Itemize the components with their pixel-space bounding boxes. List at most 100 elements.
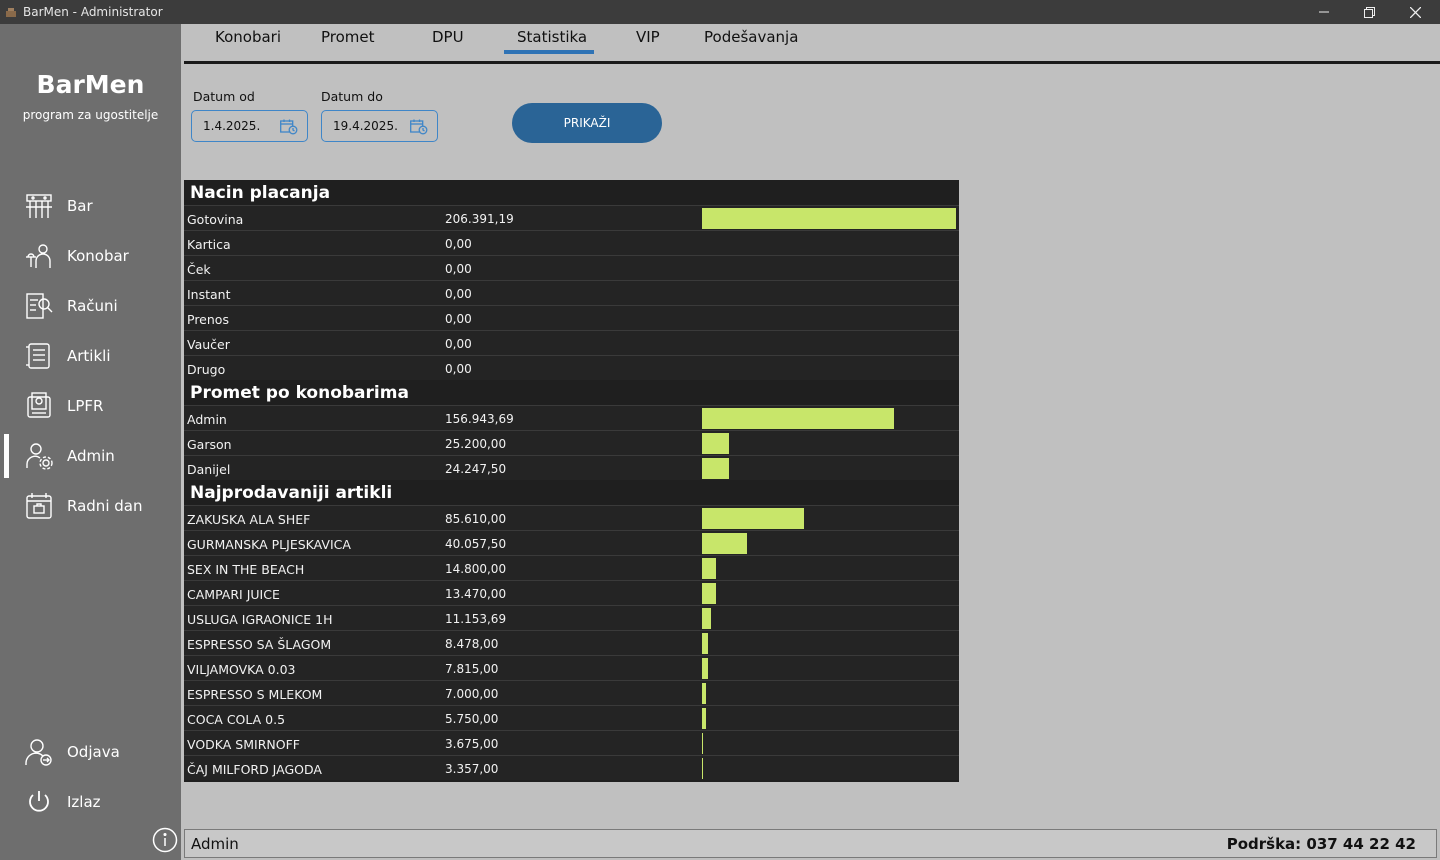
row-label: Drugo bbox=[187, 362, 226, 377]
row-label: ESPRESSO SA ŠLAGOM bbox=[187, 637, 332, 652]
row-value: 0,00 bbox=[445, 312, 472, 326]
sidebar: BarMen program za ugostitelje Bar Konoba… bbox=[0, 24, 181, 860]
row-label: COCA COLA 0.5 bbox=[187, 712, 286, 727]
sidebar-item-label: Admin bbox=[67, 447, 115, 465]
row-label: Kartica bbox=[187, 237, 231, 252]
tab-statistika[interactable]: Statistika bbox=[517, 28, 588, 46]
sidebar-item-admin[interactable]: Admin bbox=[0, 434, 181, 478]
sidebar-item-label: Konobar bbox=[67, 247, 129, 265]
minimize-button[interactable] bbox=[1301, 0, 1347, 24]
sidebar-item-label: Bar bbox=[67, 197, 93, 215]
row-label: Danijel bbox=[187, 462, 231, 477]
stats-row: USLUGA IGRAONICE 1H 11.153,69 bbox=[184, 605, 959, 630]
main-content: Konobari Promet DPU Statistika VIP Podeš… bbox=[181, 24, 1440, 860]
row-label: VODKA SMIRNOFF bbox=[187, 737, 300, 752]
stats-row: Instant 0,00 bbox=[184, 280, 959, 305]
close-icon bbox=[1409, 6, 1421, 18]
tab-vip[interactable]: VIP bbox=[636, 28, 660, 46]
logout-label: Odjava bbox=[67, 743, 120, 761]
logout-button[interactable]: Odjava bbox=[0, 730, 181, 774]
row-value: 14.800,00 bbox=[445, 562, 507, 576]
window-title: BarMen - Administrator bbox=[23, 5, 163, 19]
lpfr-icon bbox=[23, 390, 55, 422]
row-label: GURMANSKA PLJESKAVICA bbox=[187, 537, 351, 552]
exit-button[interactable]: Izlaz bbox=[0, 780, 181, 824]
row-value: 85.610,00 bbox=[445, 512, 507, 526]
brand-tagline: program za ugostitelje bbox=[22, 108, 159, 122]
sidebar-item-label: Računi bbox=[67, 297, 118, 315]
waiter-icon bbox=[23, 240, 55, 272]
row-value: 0,00 bbox=[445, 262, 472, 276]
row-bar bbox=[702, 458, 729, 479]
row-label: CAMPARI JUICE bbox=[187, 587, 280, 602]
row-bar bbox=[702, 758, 703, 779]
stats-row: SEX IN THE BEACH 14.800,00 bbox=[184, 555, 959, 580]
stats-row: Kartica 0,00 bbox=[184, 230, 959, 255]
row-value: 3.357,00 bbox=[445, 762, 499, 776]
row-label: Prenos bbox=[187, 312, 229, 327]
close-button[interactable] bbox=[1392, 0, 1438, 24]
sidebar-item-label: Radni dan bbox=[67, 497, 143, 515]
title-bar: BarMen - Administrator bbox=[0, 0, 1440, 24]
exit-label: Izlaz bbox=[67, 793, 101, 811]
row-label: Garson bbox=[187, 437, 232, 452]
sidebar-item-radni-dan[interactable]: Radni dan bbox=[0, 484, 181, 528]
row-bar bbox=[702, 408, 894, 429]
row-value: 0,00 bbox=[445, 337, 472, 351]
bar-icon bbox=[23, 190, 55, 222]
row-value: 0,00 bbox=[445, 362, 472, 376]
tab-podesavanja[interactable]: Podešavanja bbox=[704, 28, 799, 46]
sidebar-item-label: Artikli bbox=[67, 347, 111, 365]
stats-row: ZAKUSKA ALA SHEF 85.610,00 bbox=[184, 505, 959, 530]
stats-row: Admin 156.943,69 bbox=[184, 405, 959, 430]
row-label: VILJAMOVKA 0.03 bbox=[187, 662, 296, 677]
row-value: 25.200,00 bbox=[445, 437, 507, 451]
show-button[interactable]: PRIKAŽI bbox=[512, 103, 662, 143]
sidebar-item-racuni[interactable]: Računi bbox=[0, 284, 181, 328]
row-label: Vaučer bbox=[187, 337, 230, 352]
stats-row: VODKA SMIRNOFF 3.675,00 bbox=[184, 730, 959, 755]
restore-button[interactable] bbox=[1346, 0, 1392, 24]
row-value: 156.943,69 bbox=[445, 412, 514, 426]
app-icon bbox=[4, 5, 18, 19]
row-value: 24.247,50 bbox=[445, 462, 507, 476]
row-bar bbox=[702, 658, 708, 679]
row-bar bbox=[702, 558, 716, 579]
row-bar bbox=[702, 633, 708, 654]
date-to-input[interactable]: 19.4.2025. bbox=[321, 110, 438, 142]
sidebar-item-bar[interactable]: Bar bbox=[0, 184, 181, 228]
row-value: 3.675,00 bbox=[445, 737, 499, 751]
stats-row: ESPRESSO SA ŠLAGOM 8.478,00 bbox=[184, 630, 959, 655]
row-label: ČAJ MILFORD JAGODA bbox=[187, 762, 322, 777]
row-bar bbox=[702, 608, 711, 629]
calendar-icon[interactable] bbox=[410, 119, 428, 135]
sidebar-item-label: LPFR bbox=[67, 397, 104, 415]
stats-row: Prenos 0,00 bbox=[184, 305, 959, 330]
statistics-table: Nacin placanja Gotovina 206.391,19 Kartica 0… bbox=[184, 180, 959, 782]
minimize-icon bbox=[1319, 11, 1329, 13]
info-icon[interactable] bbox=[152, 827, 178, 853]
restore-icon bbox=[1363, 6, 1375, 18]
row-value: 7.000,00 bbox=[445, 687, 499, 701]
articles-list-icon bbox=[23, 340, 55, 372]
tab-promet[interactable]: Promet bbox=[321, 28, 375, 46]
current-user: Admin bbox=[191, 835, 239, 853]
row-bar bbox=[702, 708, 706, 729]
stats-row: VILJAMOVKA 0.03 7.815,00 bbox=[184, 655, 959, 680]
sidebar-item-lpfr[interactable]: LPFR bbox=[0, 384, 181, 428]
stats-row: Danijel 24.247,50 bbox=[184, 455, 959, 480]
calendar-icon[interactable] bbox=[280, 119, 298, 135]
stats-row: ČAJ MILFORD JAGODA 3.357,00 bbox=[184, 755, 959, 780]
sidebar-item-artikli[interactable]: Artikli bbox=[0, 334, 181, 378]
admin-gear-icon bbox=[23, 440, 55, 472]
section-title: Promet po konobarima bbox=[184, 380, 959, 405]
date-from-input[interactable]: 1.4.2025. bbox=[191, 110, 308, 142]
row-bar bbox=[702, 208, 956, 229]
tab-konobari[interactable]: Konobari bbox=[215, 28, 281, 46]
row-label: ZAKUSKA ALA SHEF bbox=[187, 512, 311, 527]
calendar-briefcase-icon bbox=[23, 490, 55, 522]
tab-dpu[interactable]: DPU bbox=[432, 28, 464, 46]
row-label: ESPRESSO S MLEKOM bbox=[187, 687, 323, 702]
sidebar-item-konobar[interactable]: Konobar bbox=[0, 234, 181, 278]
stats-row: GURMANSKA PLJESKAVICA 40.057,50 bbox=[184, 530, 959, 555]
